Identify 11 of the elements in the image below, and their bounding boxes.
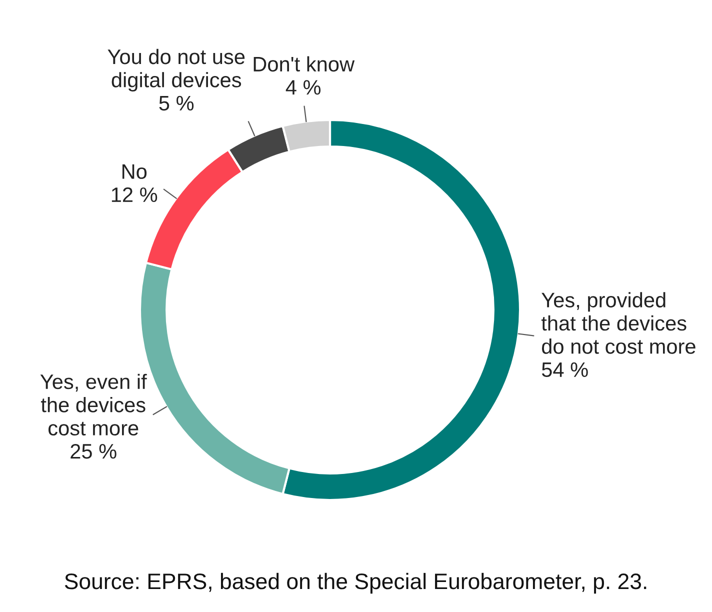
data-label: 54 % bbox=[542, 362, 588, 378]
slice-label: Don't know bbox=[254, 56, 355, 72]
slice-label: You do not use digital devices bbox=[108, 48, 245, 92]
slice-label: No bbox=[122, 164, 147, 179]
slice-label: Yes, even if the devices cost more bbox=[40, 374, 147, 436]
source-note: Source: EPRS, based on the Special Eurobarometer, p. 23. bbox=[64, 572, 646, 594]
slice-label: Yes, provided that the devices do not cost more bbox=[541, 292, 696, 354]
data-label: 25 % bbox=[70, 444, 116, 459]
data-label: 5 % bbox=[159, 96, 194, 111]
data-label: 4 % bbox=[286, 80, 321, 95]
data-label: 12 % bbox=[112, 187, 158, 202]
